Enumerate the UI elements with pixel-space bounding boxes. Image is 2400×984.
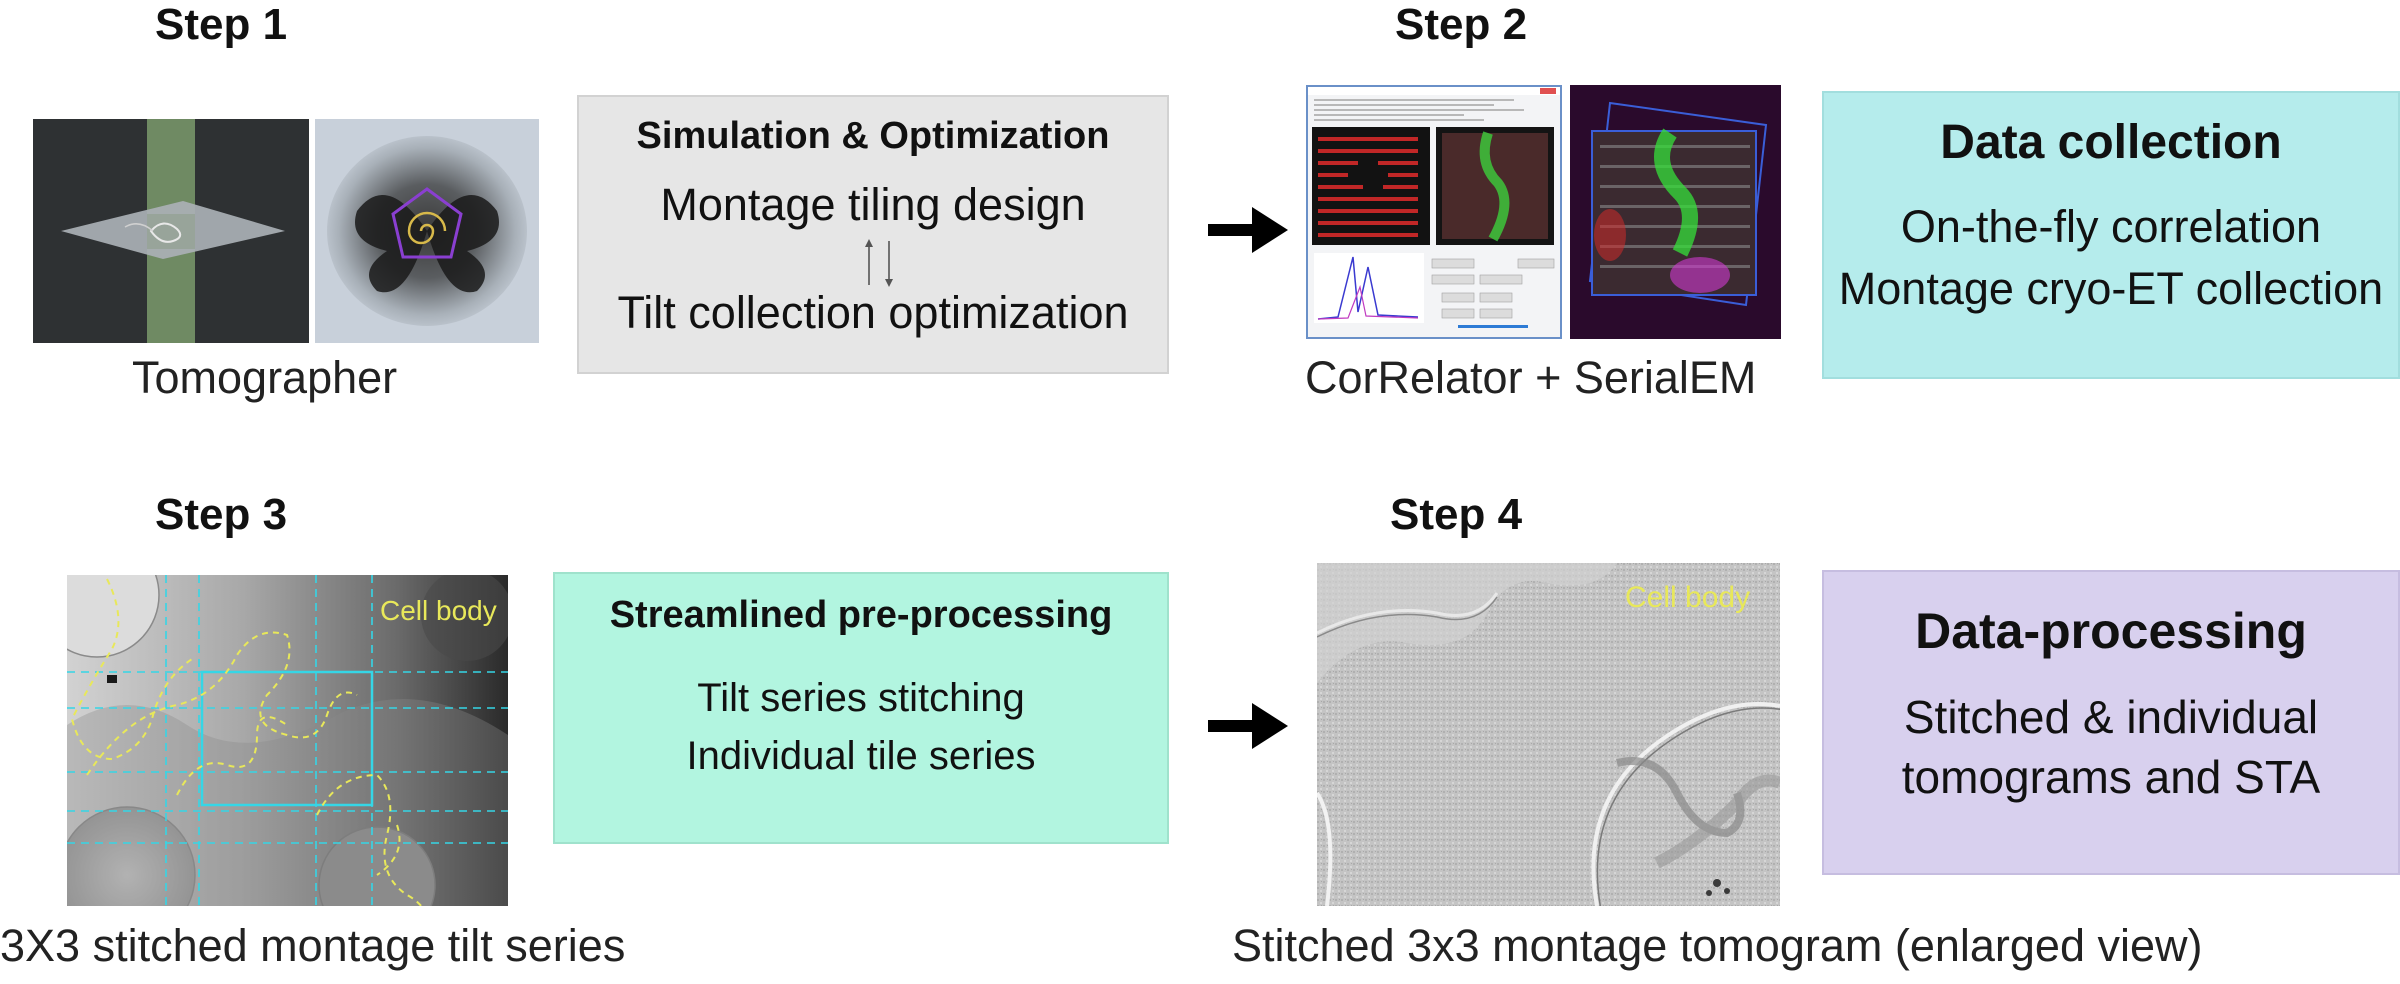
collection-box-title: Data collection	[1940, 116, 2282, 169]
data-processing-box: Data-processing Stitched & individual to…	[1822, 570, 2400, 875]
pre-processing-box-line1: Tilt series stitching	[697, 676, 1025, 720]
collection-box-line1: On-the-fly correlation	[1900, 201, 2322, 252]
montage-tomogram-caption: Stitched 3x3 montage tomogram (enlarged …	[1232, 920, 2203, 971]
correlator-serialem-caption: CorRelator + SerialEM	[1305, 352, 1757, 403]
arrow-right-icon	[1208, 205, 1288, 255]
processing-box-title: Data-processing	[1915, 603, 2307, 659]
simulation-box-title: Simulation & Optimization	[636, 115, 1110, 157]
simulation-optimization-box: Simulation & Optimization Montage tiling…	[577, 95, 1169, 374]
step-3-title: Step 3	[155, 490, 288, 539]
tomographer-projection-image	[315, 119, 539, 343]
correlator-software-window-image	[1306, 85, 1562, 339]
pre-processing-box-title: Streamlined pre-processing	[609, 594, 1113, 636]
montage-tilt-series-caption: 3X3 stitched montage tilt series	[0, 920, 626, 971]
step-4-title: Step 4	[1390, 490, 1523, 539]
stitched-montage-tilt-series-image: Cell body	[67, 575, 508, 906]
correlation-overlay-image	[1570, 85, 1781, 339]
simulation-box-line2: Tilt collection optimization	[617, 287, 1129, 338]
cell-body-label: Cell body	[1625, 581, 1751, 614]
step-2-title: Step 2	[1395, 0, 1528, 49]
simulation-box-line1: Montage tiling design	[660, 179, 1086, 230]
data-collection-box: Data collection On-the-fly correlation M…	[1822, 91, 2400, 379]
bidirectional-arrows-icon	[865, 239, 893, 287]
arrow-right-icon	[1208, 701, 1288, 751]
pre-processing-box-line2: Individual tile series	[686, 734, 1036, 778]
collection-box-line2: Montage cryo-ET collection	[1838, 263, 2384, 314]
cell-body-label: Cell body	[380, 595, 497, 626]
processing-box-line1: Stitched & individual	[1903, 691, 2319, 743]
tomographer-3d-view-image	[33, 119, 309, 343]
pre-processing-box: Streamlined pre-processing Tilt series s…	[553, 572, 1169, 844]
step-1-title: Step 1	[155, 0, 288, 49]
processing-box-line2: tomograms and STA	[1901, 751, 2321, 803]
tomographer-caption: Tomographer	[132, 352, 398, 403]
stitched-montage-tomogram-image: Cell body	[1317, 563, 1780, 906]
